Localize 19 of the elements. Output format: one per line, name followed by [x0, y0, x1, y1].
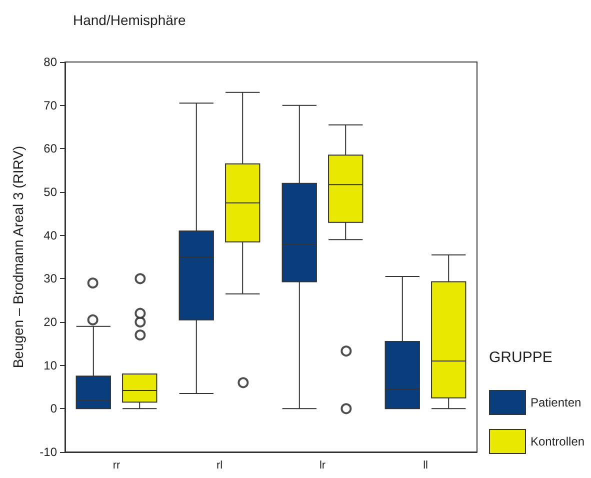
y-tick-label: 60	[44, 142, 58, 156]
y-tick-label: 40	[44, 228, 58, 242]
legend-label: Kontrollen	[530, 434, 585, 448]
y-tick-label: 80	[44, 55, 58, 69]
y-tick-label: -10	[40, 445, 58, 459]
legend-title: GRUPPE	[489, 349, 552, 366]
y-tick-label: 50	[44, 185, 58, 199]
legend-label: Patienten	[530, 396, 582, 410]
y-tick-label: 20	[44, 315, 58, 329]
y-tick-label: 0	[50, 402, 58, 416]
y-tick-label: 70	[44, 98, 58, 112]
y-tick-label: 10	[44, 358, 58, 372]
chart-title: Hand/Hemisphäre	[73, 12, 186, 28]
y-tick-label: 30	[44, 272, 58, 286]
x-tick-label: lr	[319, 460, 326, 472]
x-tick-label: rr	[112, 460, 120, 472]
y-axis-title: Beugen – Brodmann Areal 3 (RIRV)	[10, 146, 26, 368]
x-tick-label: rl	[216, 460, 223, 472]
x-tick-label: ll	[423, 460, 428, 472]
